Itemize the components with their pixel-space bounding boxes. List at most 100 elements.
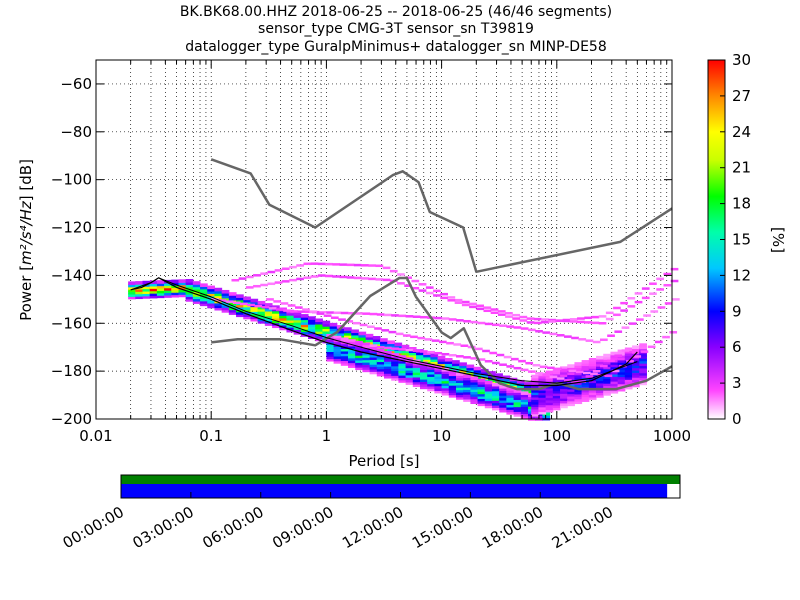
density-cell [355, 366, 363, 371]
density-cell [200, 283, 208, 287]
density-cell [448, 382, 457, 386]
density-cell [584, 321, 592, 324]
title-line-2: sensor_type CMG-3T sensor_sn T39819 [258, 21, 534, 37]
density-cell [614, 330, 623, 333]
density-cell [492, 397, 500, 401]
density-cell [560, 395, 568, 399]
density-cell [624, 352, 633, 356]
density-cell [588, 389, 597, 393]
density-cell [448, 370, 457, 374]
density-cell [588, 384, 597, 388]
density-cell [340, 347, 349, 352]
density-cell [663, 283, 672, 287]
density-cell [624, 371, 633, 376]
density-cell [238, 277, 247, 280]
density-cell [552, 370, 561, 375]
density-cell [463, 388, 471, 393]
density-cell [456, 377, 464, 381]
density-cell [128, 281, 136, 285]
density-cell [503, 355, 512, 359]
density-cell [286, 321, 295, 326]
density-cell [380, 338, 388, 342]
density-cell [480, 371, 489, 375]
density-cell [387, 342, 395, 347]
density-cell [384, 370, 392, 374]
density-cell [617, 349, 626, 354]
density-cell [506, 396, 515, 401]
density-cell [437, 355, 446, 360]
density-cell [391, 347, 399, 350]
density-cell [448, 318, 457, 321]
density-cell [412, 381, 421, 385]
density-cell [358, 331, 367, 336]
density-cell [434, 351, 443, 355]
density-cell [398, 364, 407, 369]
density-cell [156, 287, 165, 291]
density-cell [398, 360, 407, 364]
density-cell [279, 314, 287, 319]
density-cell [171, 281, 180, 286]
density-cell [499, 399, 507, 403]
density-cell [369, 312, 378, 316]
density-cell [560, 392, 568, 397]
density-cell [315, 330, 323, 335]
density-cell [300, 321, 309, 325]
density-cell [552, 401, 561, 406]
x-tick-label: 0.1 [199, 427, 223, 445]
density-cell [520, 393, 529, 398]
density-cell [387, 340, 395, 345]
density-cell [463, 383, 471, 388]
density-cell [564, 335, 572, 338]
density-cell [156, 282, 165, 287]
density-cell [552, 378, 561, 382]
density-cell [596, 394, 604, 398]
density-cell [639, 367, 647, 371]
density-cell [236, 313, 244, 318]
density-cell [670, 267, 679, 271]
density-cell [236, 306, 244, 310]
density-cell [164, 291, 172, 296]
density-cell [520, 408, 529, 412]
density-cell [603, 389, 611, 394]
density-cell [591, 315, 600, 319]
density-cell [460, 344, 469, 347]
density-cell [391, 314, 399, 317]
density-cell [634, 292, 643, 295]
density-cell [545, 399, 554, 403]
density-cell [552, 373, 561, 377]
density-cell [513, 398, 522, 403]
density-cell [333, 348, 342, 352]
density-cell [654, 340, 663, 344]
density-cell [348, 311, 356, 315]
density-cell [149, 292, 158, 297]
density-cell [405, 348, 414, 352]
density-cell [574, 374, 583, 378]
density-cell [545, 404, 554, 408]
density-cell [441, 382, 450, 386]
density-cell [617, 359, 626, 363]
density-cell [333, 357, 342, 362]
density-cell [533, 321, 542, 325]
density-cell [596, 382, 604, 386]
density-cell [397, 282, 405, 285]
density-cell [384, 351, 392, 355]
density-cell [603, 377, 611, 382]
density-cell [384, 367, 392, 372]
density-cell [340, 311, 349, 315]
density-cell [149, 294, 158, 299]
density-cell [345, 320, 354, 323]
density-cell [264, 303, 273, 307]
density-cell [605, 317, 614, 321]
density-cell [513, 366, 522, 370]
density-heatmap [128, 262, 680, 421]
density-cell [384, 346, 392, 350]
density-cell [300, 314, 309, 318]
density-cell [266, 298, 274, 301]
density-cell [585, 339, 594, 342]
density-cell [639, 362, 647, 367]
density-cell [588, 367, 597, 372]
density-cell [448, 379, 457, 384]
density-cell [149, 285, 158, 289]
density-cell [484, 402, 493, 406]
density-cell [463, 395, 471, 400]
